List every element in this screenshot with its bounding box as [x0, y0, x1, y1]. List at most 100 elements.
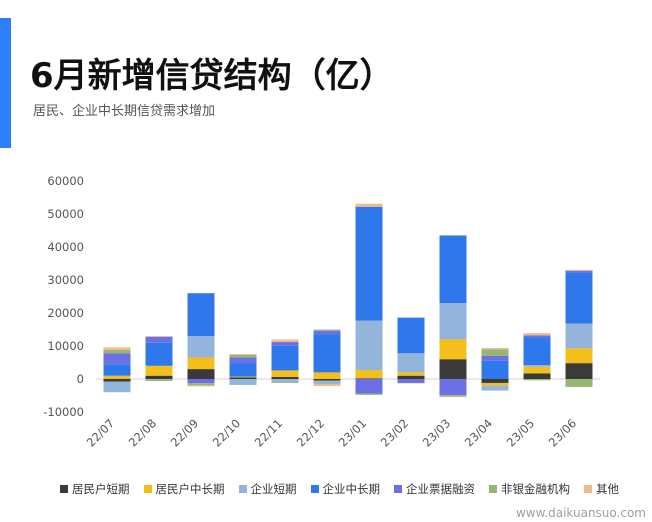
- x-tick-label: 22/10: [210, 416, 243, 449]
- bar-segment: [103, 375, 131, 379]
- bar-segment: [313, 330, 341, 335]
- bar-segment: [229, 377, 257, 379]
- x-tick-label: 22/12: [294, 416, 327, 449]
- bar-segment: [187, 383, 215, 386]
- legend-swatch: [310, 485, 319, 493]
- bar-segment: [145, 375, 173, 379]
- bar-segment: [439, 395, 467, 397]
- legend-swatch: [238, 485, 247, 493]
- bar-segment: [313, 379, 341, 381]
- bar-segment: [229, 376, 257, 378]
- bar-segment: [187, 379, 215, 384]
- bar-segment: [565, 379, 593, 387]
- page-subtitle: 居民、企业中长期信贷需求增加: [33, 104, 216, 119]
- bar-segment: [229, 354, 257, 358]
- bar-segment: [187, 385, 215, 387]
- legend-label: 企业中长期: [322, 482, 381, 496]
- bar-segment: [523, 366, 551, 374]
- bar-segment: [355, 320, 383, 371]
- bar-segment: [523, 333, 551, 336]
- bar-segment: [481, 355, 509, 361]
- x-tick-label: 23/01: [336, 416, 369, 449]
- bar-segment: [313, 334, 341, 373]
- bar-segment: [523, 379, 551, 381]
- bar-segment: [271, 339, 299, 343]
- bar-segment: [481, 385, 509, 391]
- y-tick-label: 60000: [47, 174, 84, 188]
- bar-segment: [439, 396, 467, 398]
- bar-segment: [271, 345, 299, 371]
- x-tick-label: 23/04: [462, 416, 495, 449]
- x-tick-label: 22/09: [168, 416, 201, 449]
- bar-segment: [103, 347, 131, 350]
- bar-segment: [565, 363, 593, 379]
- bar-segment: [145, 336, 173, 337]
- bar-segment: [439, 303, 467, 340]
- bar-segment: [355, 379, 383, 394]
- bar-segment: [565, 270, 593, 273]
- bar-segment: [481, 382, 509, 386]
- bar-segment: [481, 349, 509, 356]
- bar-segment: [565, 323, 593, 349]
- legend-item: 企业短期: [238, 481, 297, 497]
- watermark: www.daikuansuo.com: [515, 506, 646, 520]
- x-tick-label: 23/02: [378, 416, 411, 449]
- bar-segment: [271, 377, 299, 379]
- bar-segment: [397, 372, 425, 376]
- bar-segment: [229, 363, 257, 377]
- bar-segment: [565, 272, 593, 324]
- legend-swatch: [489, 485, 497, 493]
- bar-segment: [229, 379, 257, 385]
- y-tick-label: 0: [77, 372, 84, 386]
- legend-label: 企业短期: [250, 482, 297, 496]
- legend-label: 非银金融机构: [501, 482, 570, 496]
- page-title: 6月新增信贷结构（亿）: [30, 56, 394, 96]
- y-tick-label: 50000: [47, 207, 84, 221]
- title-accent-bar: [0, 18, 11, 148]
- bar-segment: [355, 378, 383, 379]
- bar-segment: [103, 364, 131, 376]
- bar-segment: [523, 337, 551, 366]
- y-tick-label: 40000: [47, 240, 84, 254]
- bar-segment: [355, 393, 383, 395]
- bar-segment: [313, 380, 341, 384]
- bar-segment: [397, 317, 425, 354]
- legend-swatch: [60, 485, 68, 493]
- bar-segment: [523, 365, 551, 367]
- bar-segment: [103, 349, 131, 354]
- legend-item: 居民户中长期: [143, 481, 225, 497]
- x-tick-label: 22/11: [252, 416, 285, 449]
- bar-segment: [439, 359, 467, 379]
- bar-segment: [145, 365, 173, 376]
- bar-segment: [565, 269, 593, 271]
- bar-segment: [271, 381, 299, 383]
- y-tick-label: 20000: [47, 306, 84, 320]
- chart-legend: 居民户短期 居民户中长期 企业短期 企业中长期 企业票据融资 非银金融机构 其他: [60, 481, 640, 497]
- bar-segment: [439, 379, 467, 396]
- x-tick-label: 22/08: [126, 416, 159, 449]
- legend-item: 非银金融机构: [489, 481, 570, 497]
- bar-segment: [271, 342, 299, 346]
- bar-segment: [187, 369, 215, 379]
- bar-segment: [229, 357, 257, 364]
- bar-segment: [145, 336, 173, 343]
- legend-label: 其他: [596, 482, 619, 496]
- bar-segment: [145, 379, 173, 380]
- bar-segment: [313, 383, 341, 386]
- bar-segment: [481, 360, 509, 379]
- legend-label: 企业票据融资: [406, 482, 475, 496]
- bar-segment: [397, 353, 425, 373]
- bar-segment: [439, 339, 467, 360]
- bar-segment: [145, 379, 173, 381]
- legend-item: 企业中长期: [310, 481, 381, 497]
- bar-segment: [271, 370, 299, 378]
- x-tick-label: 23/03: [420, 416, 453, 449]
- bar-segment: [397, 375, 425, 379]
- legend-item: 居民户短期: [60, 481, 130, 497]
- bar-segment: [229, 353, 257, 355]
- y-tick-label: 30000: [47, 273, 84, 287]
- x-tick-label: 22/07: [84, 416, 117, 449]
- legend-label: 居民户短期: [72, 482, 130, 496]
- bar-segment: [523, 373, 551, 379]
